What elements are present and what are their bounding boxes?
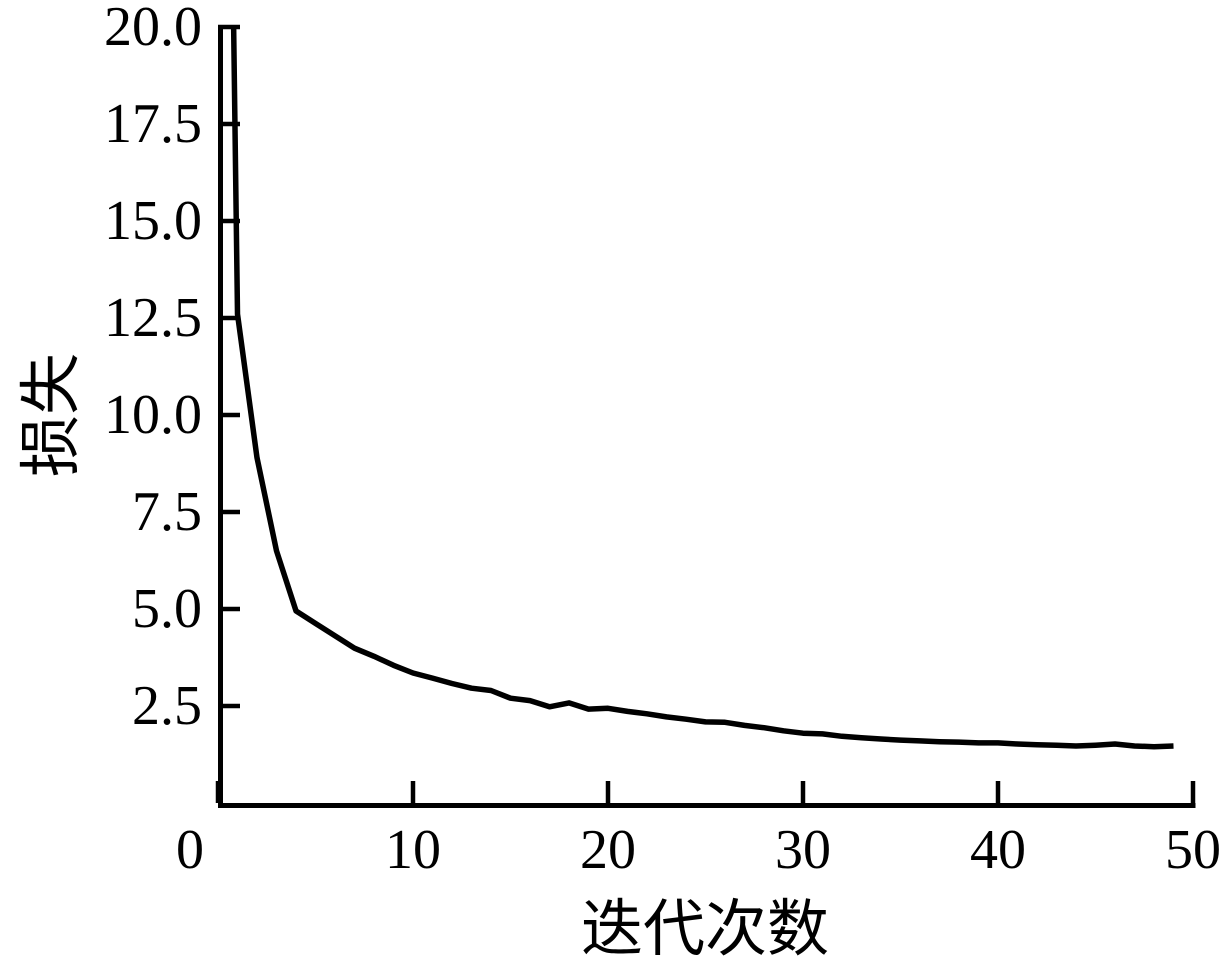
x-tick-label: 20 (580, 819, 636, 881)
y-axis-ticks: 2.5 5.0 7.5 10.0 12.5 15.0 17.5 20.0 (104, 0, 240, 737)
y-tick-label: 5.0 (132, 578, 202, 640)
x-axis-title: 迭代次数 (581, 896, 829, 964)
y-tick-label: 20.0 (104, 0, 202, 58)
y-tick-label: 15.0 (104, 190, 202, 252)
y-tick-label: 10.0 (104, 384, 202, 446)
y-axis-title: 损失 (18, 353, 86, 477)
x-tick-label: 30 (775, 819, 831, 881)
y-tick-label: 2.5 (132, 675, 202, 737)
y-tick-label: 7.5 (132, 481, 202, 543)
x-tick-label: 0 (176, 819, 204, 881)
y-tick-label: 12.5 (104, 287, 202, 349)
x-axis-ticks: 0 10 20 30 40 50 (176, 781, 1221, 881)
x-tick-label: 50 (1165, 819, 1221, 881)
y-tick-label: 17.5 (104, 93, 202, 155)
x-tick-label: 40 (970, 819, 1026, 881)
x-tick-label: 10 (385, 819, 441, 881)
loss-curve-line (230, 27, 1174, 750)
